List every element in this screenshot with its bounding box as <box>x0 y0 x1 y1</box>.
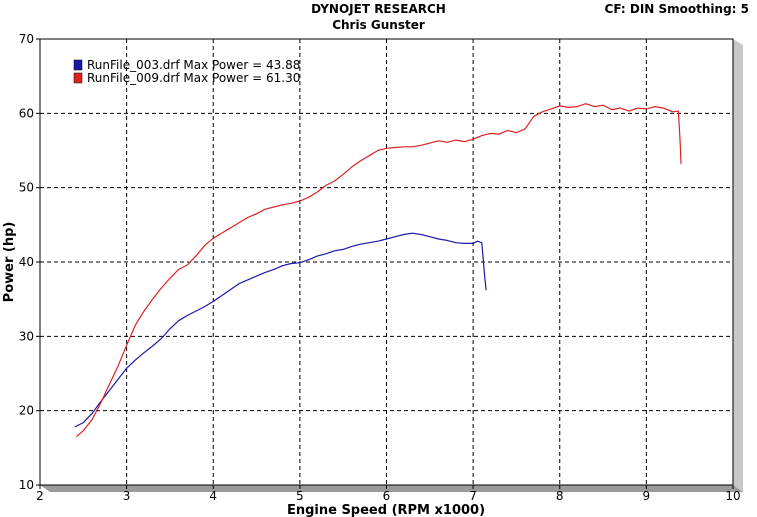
x-tick-label: 7 <box>469 489 477 503</box>
x-tick-label: 5 <box>296 489 304 503</box>
y-tick-label: 40 <box>19 255 34 269</box>
y-tick-label: 60 <box>19 106 34 120</box>
chart-subtitle: Chris Gunster <box>332 18 425 32</box>
legend-label-2: RunFile_009.drf Max Power = 61.30 <box>87 71 300 85</box>
chart-title: DYNOJET RESEARCH <box>311 2 446 16</box>
x-axis-label: Engine Speed (RPM x1000) <box>287 503 485 517</box>
x-tick-label: 4 <box>209 489 217 503</box>
y-tick-label: 70 <box>19 32 34 46</box>
tick-labels: 2 3 4 5 6 7 8 9 10 10 20 30 40 50 60 70 <box>19 32 741 503</box>
legend-swatch-1 <box>73 59 83 71</box>
series-lines <box>74 103 682 438</box>
x-tick-label: 10 <box>725 489 740 503</box>
frame-shadow-right <box>733 39 743 492</box>
settings-info: CF: DIN Smoothing: 5 <box>604 2 749 16</box>
grid <box>40 39 733 485</box>
x-tick-label: 2 <box>36 489 44 503</box>
x-tick-label: 3 <box>123 489 131 503</box>
y-tick-label: 30 <box>19 329 34 343</box>
y-tick-label: 50 <box>19 181 34 195</box>
series-line-2 <box>76 103 682 438</box>
y-axis-label: Power (hp) <box>2 222 17 303</box>
y-tick-label: 10 <box>19 478 34 492</box>
x-tick-label: 6 <box>383 489 391 503</box>
frame-shadow-bottom <box>40 485 743 492</box>
y-tick-label: 20 <box>19 404 34 418</box>
series-line-1 <box>74 232 487 428</box>
legend: RunFile_003.drf Max Power = 43.88RunFile… <box>73 58 300 85</box>
legend-swatch-2 <box>73 72 83 84</box>
x-tick-label: 9 <box>643 489 651 503</box>
legend-label-1: RunFile_003.drf Max Power = 43.88 <box>87 58 300 72</box>
x-tick-label: 8 <box>556 489 564 503</box>
